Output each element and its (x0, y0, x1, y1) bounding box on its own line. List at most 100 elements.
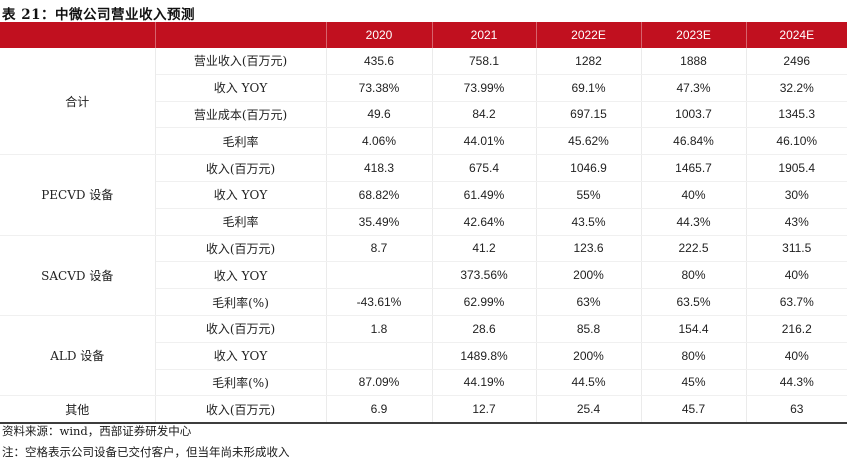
group-label: PECVD 设备 (0, 154, 156, 236)
table-row: 毛利率 35.49% 42.64% 43.5% 44.3% 43% (0, 208, 847, 236)
header-year-2021: 2021 (431, 22, 536, 48)
value-cell: 80% (641, 261, 747, 290)
group-label: ALD 设备 (0, 315, 156, 397)
value-cell: 46.84% (641, 127, 747, 156)
table-row: 合计 营业收入(百万元) 435.6 758.1 1282 1888 2496 (0, 48, 847, 156)
group-label: 其他 (0, 395, 156, 425)
value-cell: 61.49% (432, 181, 537, 209)
table-body: 合计 营业收入(百万元) 435.6 758.1 1282 1888 2496 收入 YOY 7… (0, 48, 847, 425)
header-year-2024e: 2024E (745, 22, 847, 48)
value-cell: 8.7 (326, 235, 433, 263)
value-cell: 73.99% (432, 74, 537, 102)
value-cell (326, 261, 433, 290)
value-cell: 68.82% (326, 181, 433, 209)
metric-label: 收入 YOY (155, 342, 327, 370)
value-cell: -43.61% (326, 288, 433, 316)
header-metric-column (154, 22, 326, 48)
table-header-row: 2020 2021 2022E 2023E 2024E (0, 22, 847, 48)
value-cell: 47.3% (641, 74, 747, 102)
table-row: 其他 收入(百万元) 6.9 12.7 25.4 45.7 63 (0, 395, 847, 425)
value-cell: 44.01% (432, 127, 537, 156)
value-cell: 1489.8% (432, 342, 537, 370)
header-group-column (0, 22, 155, 48)
value-cell: 30% (746, 181, 847, 209)
value-cell: 697.15 (536, 101, 642, 129)
value-cell: 216.2 (746, 315, 847, 343)
metric-label: 毛利率(%) (155, 369, 327, 397)
value-cell: 63.5% (641, 288, 747, 316)
value-cell: 46.10% (746, 127, 847, 156)
value-cell: 418.3 (326, 154, 433, 182)
header-year-2023e: 2023E (640, 22, 746, 48)
value-cell: 63.7% (746, 288, 847, 316)
value-cell: 43% (746, 208, 847, 236)
metric-label: 毛利率 (155, 127, 327, 156)
revenue-forecast-table: 2020 2021 2022E 2023E 2024E 合计 营业收入(百万元) 4… (0, 22, 847, 425)
value-cell (326, 342, 433, 370)
value-cell: 45% (641, 369, 747, 397)
value-cell: 32.2% (746, 74, 847, 102)
value-cell: 42.64% (432, 208, 537, 236)
value-cell: 49.6 (326, 101, 433, 129)
header-year-2022e: 2022E (535, 22, 641, 48)
value-cell: 1465.7 (641, 154, 747, 182)
table-row: 收入 YOY 73.38% 73.99% 69.1% 47.3% 32.2% (0, 74, 847, 102)
value-cell: 123.6 (536, 235, 642, 263)
table-row: ALD 设备 收入(百万元) 1.8 28.6 85.8 154.4 216.2 (0, 315, 847, 397)
table-row: PECVD 设备 收入(百万元) 418.3 675.4 1046.9 1465.7 190… (0, 154, 847, 236)
metric-label: 收入 YOY (155, 74, 327, 102)
metric-label: 毛利率 (155, 208, 327, 236)
value-cell: 758.1 (432, 48, 537, 75)
value-cell: 63 (746, 395, 847, 425)
value-cell: 40% (641, 181, 747, 209)
table-row: 营业成本(百万元) 49.6 84.2 697.15 1003.7 1345.3 (0, 101, 847, 129)
value-cell: 62.99% (432, 288, 537, 316)
group-label: SACVD 设备 (0, 235, 156, 316)
value-cell: 80% (641, 342, 747, 370)
table-row: SACVD 设备 收入(百万元) 8.7 41.2 123.6 222.5 311.5 (0, 235, 847, 316)
value-cell: 12.7 (432, 395, 537, 425)
value-cell: 1888 (641, 48, 747, 75)
footnote: 注：空格表示公司设备已交付客户，但当年尚未形成收入 (2, 445, 290, 459)
value-cell: 1003.7 (641, 101, 747, 129)
metric-label: 收入(百万元) (155, 154, 327, 182)
value-cell: 55% (536, 181, 642, 209)
value-cell: 45.7 (641, 395, 747, 425)
value-cell: 73.38% (326, 74, 433, 102)
group-label: 合计 (0, 48, 156, 156)
table-row: 收入 YOY 1489.8% 200% 80% 40% (0, 342, 847, 370)
table-row: 毛利率(%) -43.61% 62.99% 63% 63.5% 63.7% (0, 288, 847, 316)
table-row: 收入 YOY 373.56% 200% 80% 40% (0, 261, 847, 290)
value-cell: 675.4 (432, 154, 537, 182)
metric-label: 收入 YOY (155, 181, 327, 209)
metric-label: 营业收入(百万元) (155, 48, 327, 75)
value-cell: 311.5 (746, 235, 847, 263)
value-cell: 1282 (536, 48, 642, 75)
value-cell: 44.3% (746, 369, 847, 397)
table-title: 表 21：中微公司营业收入预测 (2, 7, 195, 23)
value-cell: 40% (746, 261, 847, 290)
value-cell: 1905.4 (746, 154, 847, 182)
value-cell: 40% (746, 342, 847, 370)
value-cell: 28.6 (432, 315, 537, 343)
metric-label: 收入(百万元) (155, 395, 327, 425)
value-cell: 44.3% (641, 208, 747, 236)
value-cell: 85.8 (536, 315, 642, 343)
table-row: 毛利率 4.06% 44.01% 45.62% 46.84% 46.10% (0, 127, 847, 156)
metric-label: 毛利率(%) (155, 288, 327, 316)
value-cell: 45.62% (536, 127, 642, 156)
value-cell: 35.49% (326, 208, 433, 236)
value-cell: 373.56% (432, 261, 537, 290)
value-cell: 200% (536, 342, 642, 370)
metric-label: 营业成本(百万元) (155, 101, 327, 129)
value-cell: 1.8 (326, 315, 433, 343)
value-cell: 69.1% (536, 74, 642, 102)
value-cell: 154.4 (641, 315, 747, 343)
value-cell: 87.09% (326, 369, 433, 397)
value-cell: 44.19% (432, 369, 537, 397)
value-cell: 63% (536, 288, 642, 316)
value-cell: 41.2 (432, 235, 537, 263)
table-row: 毛利率(%) 87.09% 44.19% 44.5% 45% 44.3% (0, 369, 847, 397)
metric-label: 收入(百万元) (155, 235, 327, 263)
